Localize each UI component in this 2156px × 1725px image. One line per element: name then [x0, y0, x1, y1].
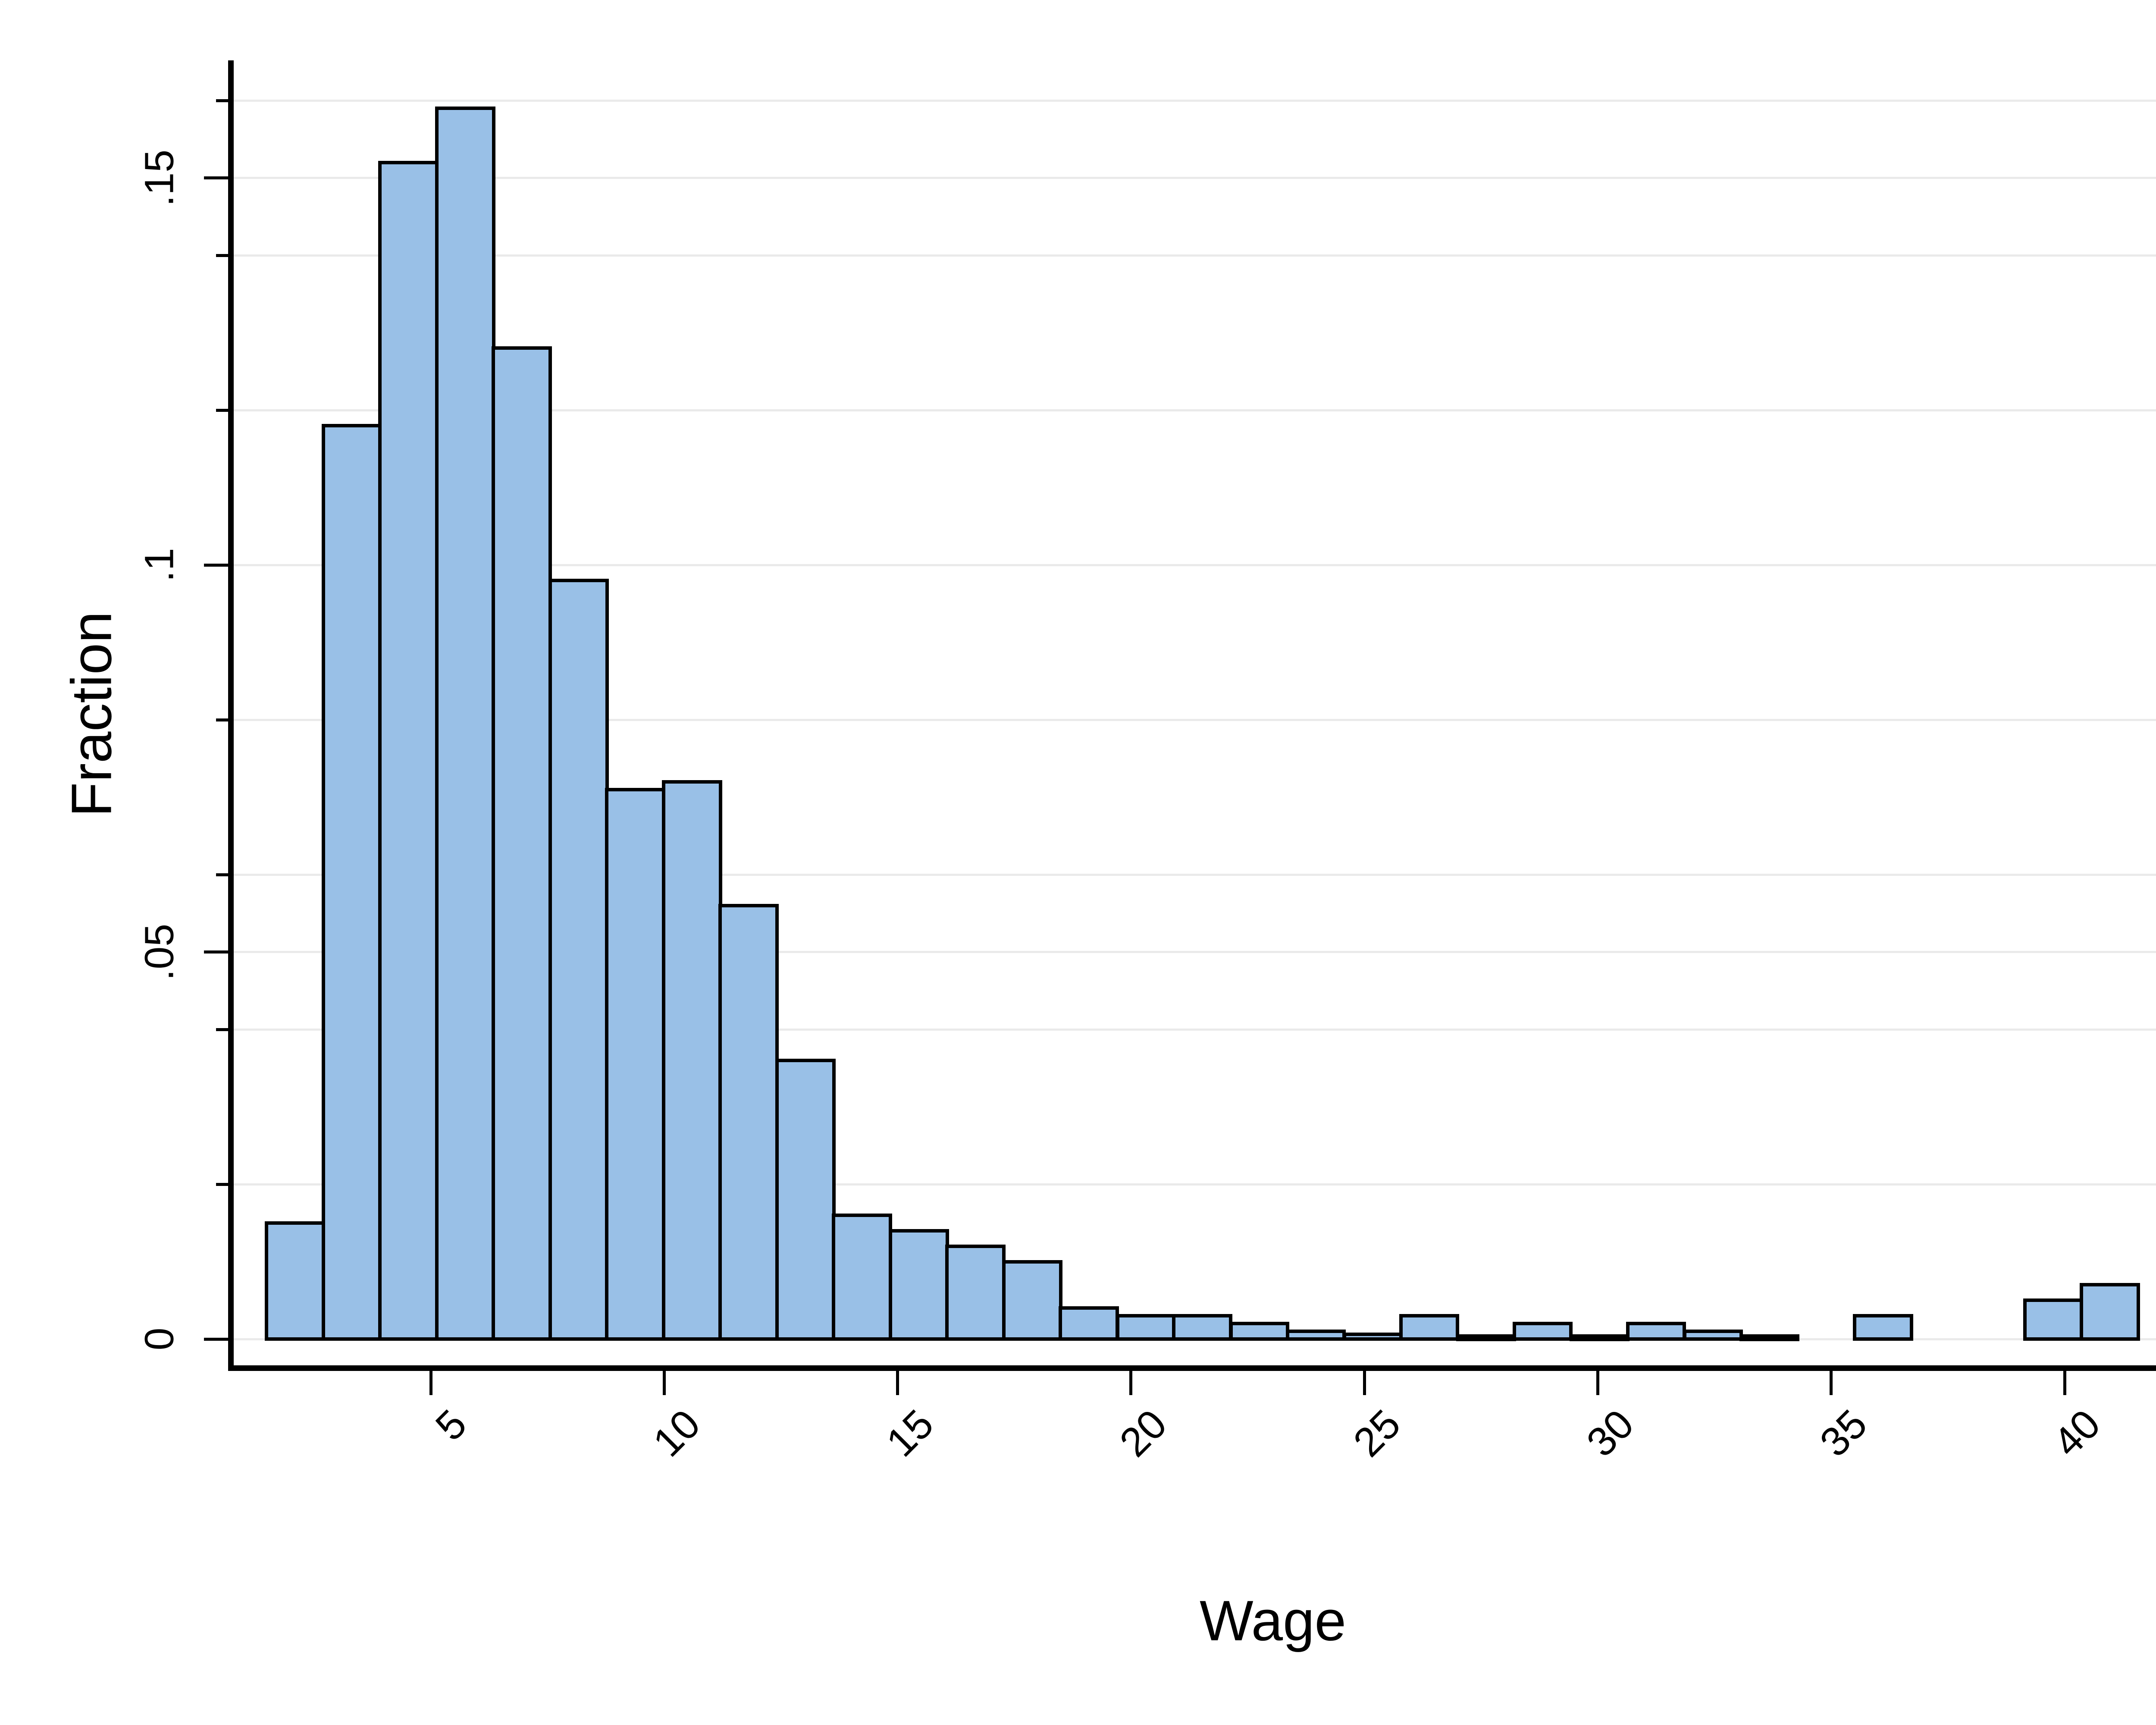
bar	[1342, 1333, 1403, 1341]
y-minor-tick	[216, 254, 228, 257]
y-tick-label: 0	[136, 1327, 182, 1351]
bar	[945, 1244, 1006, 1341]
y-major-tick	[204, 1337, 228, 1341]
bar	[2080, 1283, 2140, 1341]
bar	[775, 1058, 836, 1341]
y-gridline	[233, 873, 2156, 876]
bar	[492, 346, 552, 1341]
y-minor-tick	[216, 408, 228, 412]
y-major-tick	[204, 176, 228, 179]
x-tick	[662, 1371, 666, 1395]
bar	[322, 423, 382, 1341]
x-tick-label: 40	[2045, 1401, 2109, 1466]
y-minor-tick	[216, 1028, 228, 1031]
bar	[662, 780, 722, 1341]
y-gridline	[233, 951, 2156, 953]
bar	[889, 1229, 949, 1341]
x-tick	[1363, 1371, 1366, 1395]
y-minor-tick	[216, 99, 228, 102]
bar	[1399, 1314, 1460, 1341]
x-tick-label: 20	[1111, 1401, 1176, 1466]
x-tick	[2063, 1371, 2066, 1395]
bar	[1456, 1334, 1517, 1341]
x-axis-title: Wage	[1200, 1589, 1346, 1653]
x-tick-label: 15	[877, 1401, 943, 1466]
bar	[605, 787, 665, 1341]
y-gridline	[233, 1028, 2156, 1031]
bar	[548, 578, 609, 1341]
bar	[718, 903, 779, 1341]
bar	[1569, 1334, 1630, 1341]
bar	[1852, 1314, 1913, 1341]
x-tick-label: 10	[644, 1401, 709, 1466]
x-tick-label: 25	[1344, 1401, 1409, 1466]
bar	[378, 160, 439, 1341]
y-axis-title: Fraction	[60, 611, 123, 817]
x-axis-line	[228, 1365, 2156, 1371]
y-tick-label: .1	[136, 548, 182, 582]
y-axis-line	[228, 60, 234, 1371]
y-minor-tick	[216, 718, 228, 721]
bar	[2023, 1298, 2084, 1341]
y-gridline	[233, 99, 2156, 102]
bar	[1626, 1322, 1686, 1341]
y-gridline	[233, 409, 2156, 411]
x-tick	[429, 1371, 432, 1395]
x-tick-label: 5	[427, 1401, 476, 1450]
bar	[1285, 1330, 1346, 1341]
x-tick	[1830, 1371, 1833, 1395]
bar	[832, 1213, 892, 1341]
y-gridline	[233, 1183, 2156, 1186]
y-major-tick	[204, 563, 228, 567]
bar	[435, 106, 495, 1341]
y-gridline	[233, 564, 2156, 566]
y-tick-label: .05	[136, 923, 182, 981]
bar	[1002, 1260, 1062, 1341]
x-tick	[1129, 1371, 1133, 1395]
x-tick	[1596, 1371, 1599, 1395]
bar	[1512, 1322, 1573, 1341]
bar	[264, 1221, 325, 1341]
bar	[1739, 1334, 1800, 1341]
x-tick-label: 35	[1811, 1401, 1876, 1466]
y-minor-tick	[216, 873, 228, 876]
x-tick-label: 30	[1578, 1401, 1643, 1466]
bar	[1683, 1330, 1743, 1341]
bar	[1172, 1314, 1233, 1341]
y-tick-label: .15	[136, 149, 182, 207]
bar	[1116, 1314, 1176, 1341]
bar	[1229, 1322, 1290, 1341]
y-gridline	[233, 718, 2156, 721]
y-minor-tick	[216, 1182, 228, 1186]
y-gridline	[233, 254, 2156, 257]
y-major-tick	[204, 950, 228, 953]
bar	[1059, 1306, 1119, 1341]
y-gridline	[233, 177, 2156, 179]
x-tick	[896, 1371, 899, 1395]
